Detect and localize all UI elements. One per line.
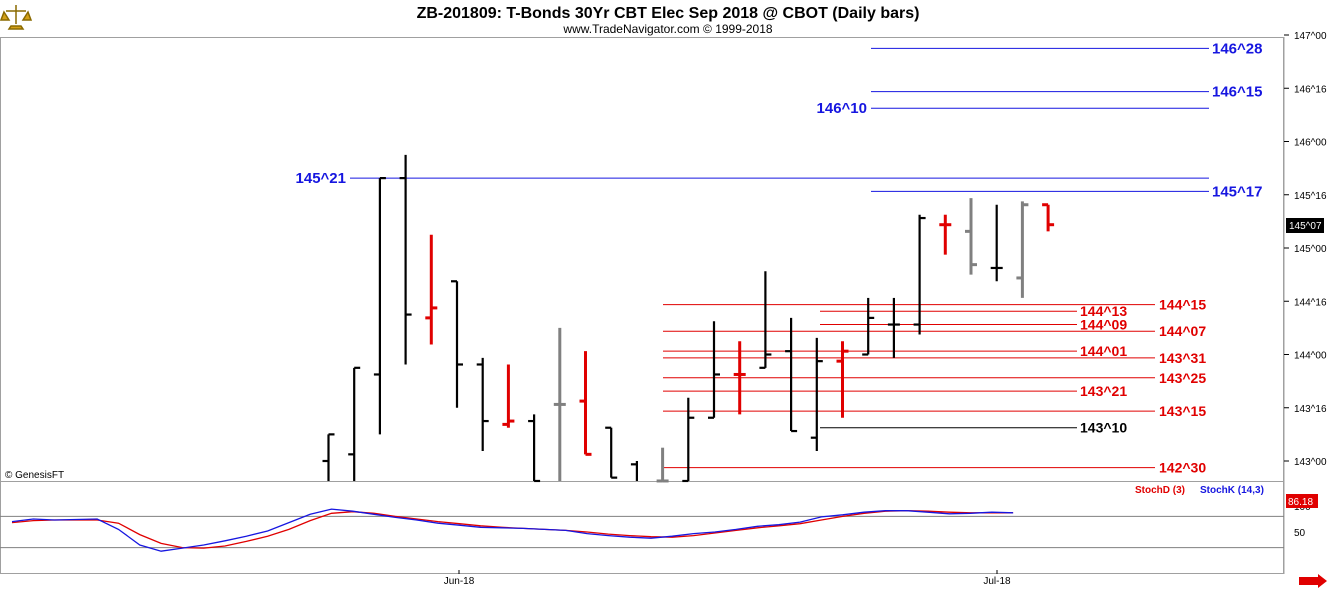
price-tick-label: 146^16 [1294,84,1327,95]
ohlc-bar [553,327,566,481]
ohlc-bar [810,337,823,452]
level-label: 146^28 [1212,40,1262,57]
price-tick-label: 145^16 [1294,191,1327,202]
level-label: 144^09 [1080,317,1127,333]
price-tick-label: 143^00 [1294,457,1327,468]
stoch-last-label: 86.18 [1288,497,1313,508]
ohlc-bar [785,317,798,433]
ohlc-bar [528,414,541,483]
price-tick-label: 146^00 [1294,138,1327,149]
level-layer: 146^28 146^15 146^10 145^21 145^17 144^15 144^… [296,40,1263,475]
price-tick-label: 144^00 [1294,351,1327,362]
ohlc-bar [605,426,618,479]
ohlc-bar [502,364,515,428]
ohlc-bar [425,234,438,345]
bar-layer [322,154,1055,483]
ohlc-bar [1016,201,1029,298]
ohlc-bar [965,198,977,275]
level-label: 145^17 [1212,183,1262,200]
stochd-legend: StochD (3) [1135,485,1185,496]
ohlc-bar [682,397,695,483]
brass-scale-icon [0,5,33,30]
level-label: 143^21 [1080,383,1127,399]
last-price-box [1286,218,1324,233]
level-label: 146^10 [817,100,867,117]
level-label: 146^15 [1212,84,1262,101]
price-panel-frame [0,37,1284,482]
level-label: 143^15 [1159,403,1206,419]
ohlc-bar [451,280,463,408]
ohlc-bar [939,214,952,255]
level-label: 143^31 [1159,350,1206,366]
ohlc-bar [656,447,669,483]
stoch-panel-frame [0,481,1284,574]
last-price-label: 145^07 [1289,221,1322,232]
chart-subtitle: www.TradeNavigator.com © 1999-2018 [562,22,772,36]
chart-title: ZB-201809: T-Bonds 30Yr CBT Elec Sep 201… [417,5,920,22]
copyright-label: © GenesisFT [5,470,64,481]
stochk-legend: StochK (14,3) [1200,485,1264,496]
logo [0,5,33,30]
price-tick-label: 143^16 [1294,404,1327,415]
stoch-tick-label: 50 [1294,528,1306,539]
ohlc-bar [708,321,720,419]
level-label: 143^25 [1159,370,1206,386]
price-tick-label: 147^00 [1294,31,1327,42]
ohlc-bar [887,297,900,358]
date-tick-label: Jun-18 [444,576,475,587]
ohlc-bar [836,341,849,418]
ohlc-bar [348,366,361,481]
ohlc-bar [476,357,489,452]
ohlc-bar [630,461,639,481]
ohlc-bar [373,177,386,435]
stoch-layer [11,508,1014,552]
stoch-last-box [1286,494,1318,508]
ohlc-bar [733,341,746,415]
ohlc-bar [759,271,772,369]
scroll-right-button[interactable] [1299,574,1327,588]
level-label: 144^15 [1159,297,1206,313]
level-label: 144^07 [1159,323,1206,339]
level-label: 142^30 [1159,460,1206,476]
ohlc-bar [913,214,926,335]
level-label: 145^21 [296,170,346,187]
ohlc-bar [322,433,335,481]
ohlc-bar [1042,203,1055,232]
price-tick-label: 144^16 [1294,297,1327,308]
ohlc-bar [990,204,1003,282]
stochk-series-line [11,508,1014,552]
level-label: 144^13 [1080,303,1127,319]
ohlc-bar [399,154,412,365]
price-tick-label: 145^00 [1294,244,1327,255]
ohlc-bar [579,351,592,456]
level-label: 144^01 [1080,343,1127,359]
level-label: 143^10 [1080,420,1127,436]
red-arrow-right-icon[interactable] [1299,574,1327,588]
ohlc-bar [862,297,875,356]
date-tick-label: Jul-18 [983,576,1011,587]
